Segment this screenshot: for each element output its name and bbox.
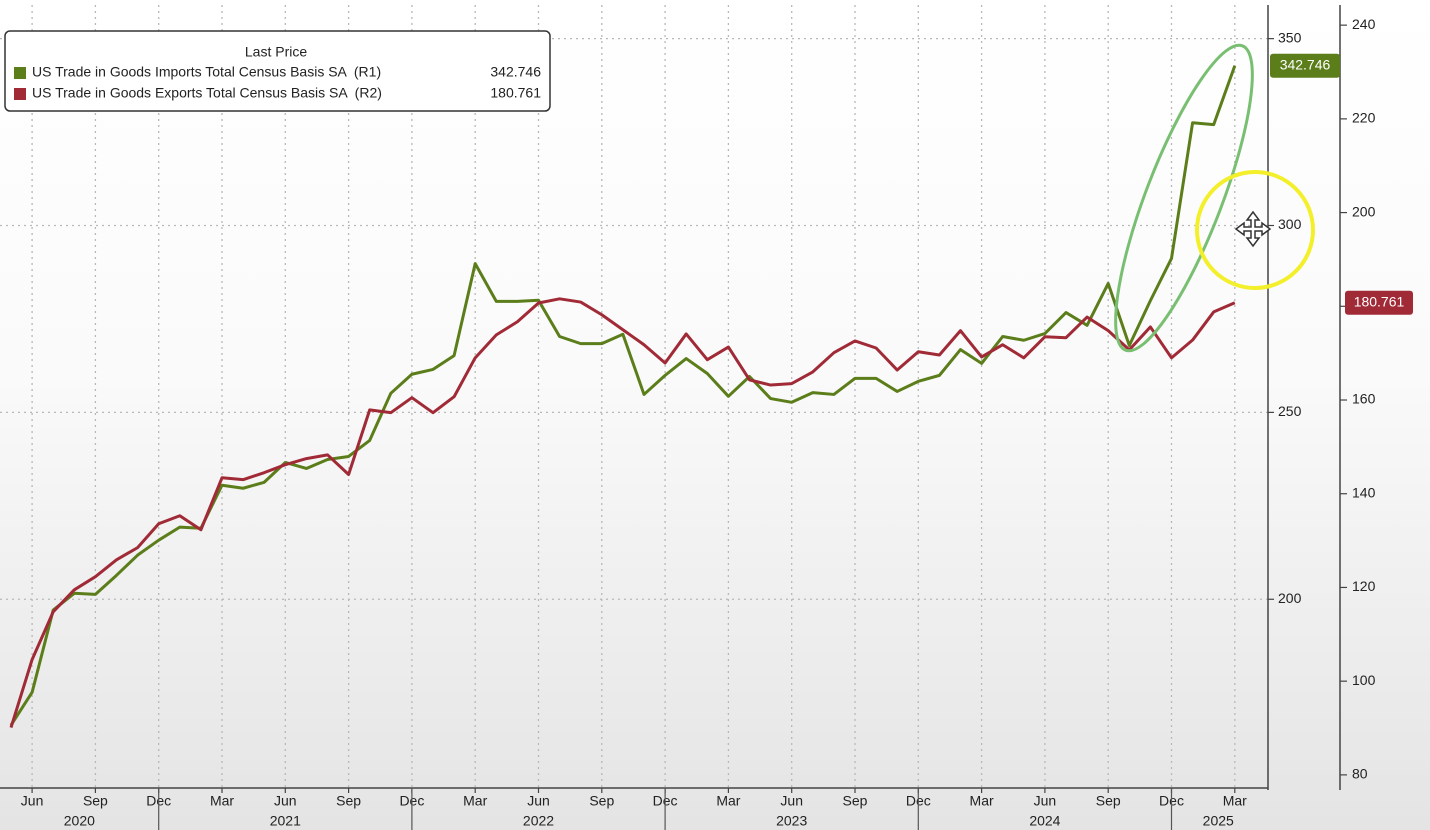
y-tick-label: 300 (1278, 216, 1302, 232)
x-tick-label: Mar (1223, 793, 1247, 809)
y2-tick-label: 120 (1352, 578, 1376, 594)
cursor-icon (1234, 210, 1272, 248)
year-label: 2024 (1029, 813, 1060, 829)
y-tick-label: 200 (1278, 590, 1302, 606)
y-tick-label: 250 (1278, 403, 1302, 419)
last-value-tag-label: 180.761 (1354, 293, 1405, 309)
highlight-ellipse (1114, 43, 1254, 353)
x-tick-label: Mar (970, 793, 994, 809)
highlight-circle (1195, 170, 1315, 290)
legend-label: US Trade in Goods Imports Total Census B… (32, 64, 381, 80)
year-label: 2023 (776, 813, 807, 829)
legend: Last Price US Trade in Goods Imports Tot… (4, 30, 551, 112)
series-line (9, 65, 1237, 727)
y2-tick-label: 160 (1352, 391, 1376, 407)
x-tick-label: Mar (210, 793, 234, 809)
y2-tick-label: 100 (1352, 672, 1376, 688)
series-line (9, 297, 1236, 728)
legend-rows: US Trade in Goods Imports Total Census B… (14, 64, 541, 101)
legend-box (4, 30, 551, 112)
x-tick-label: Jun (274, 793, 297, 809)
x-tick-label: Mar (463, 793, 487, 809)
year-label: 2021 (270, 813, 301, 829)
x-tick-label: Jun (780, 793, 803, 809)
y2-tick-label: 200 (1352, 203, 1376, 219)
legend-value: 342.746 (490, 64, 541, 80)
x-tick-label: Sep (1096, 793, 1121, 809)
year-label: 2025 (1203, 813, 1234, 829)
x-tick-label: Sep (336, 793, 361, 809)
series (9, 65, 1237, 728)
x-tick-label: Sep (83, 793, 108, 809)
x-tick-label: Jun (1034, 793, 1057, 809)
y2-tick-label: 220 (1352, 110, 1376, 126)
y-tick-label: 350 (1278, 29, 1302, 45)
x-tick-label: Jun (21, 793, 44, 809)
last-value-tag (1345, 290, 1413, 315)
x-tick-label: Sep (589, 793, 614, 809)
legend-value: 180.761 (490, 85, 541, 101)
last-value-tag-label: 342.746 (1280, 56, 1331, 72)
legend-swatch (14, 88, 26, 100)
year-label: 2022 (523, 813, 554, 829)
y2-tick-label: 140 (1352, 484, 1376, 500)
x-tick-label: Jun (527, 793, 550, 809)
y2-tick-label: 240 (1352, 16, 1376, 32)
x-tick-label: Mar (716, 793, 740, 809)
axes: Jun Sep Dec Mar Jun Sep Dec Mar Jun Sep Dec Mar Jun S… (21, 16, 1376, 830)
legend-title: Last Price (245, 44, 307, 60)
legend-swatch (14, 67, 26, 79)
legend-label: US Trade in Goods Exports Total Census B… (32, 85, 382, 101)
x-tick-label: Sep (843, 793, 868, 809)
y2-tick-label: 80 (1352, 766, 1368, 782)
last-value-tag (1270, 53, 1340, 78)
last-value-tags: 342.746 180.761 (1270, 53, 1413, 315)
year-label: 2020 (64, 813, 95, 829)
